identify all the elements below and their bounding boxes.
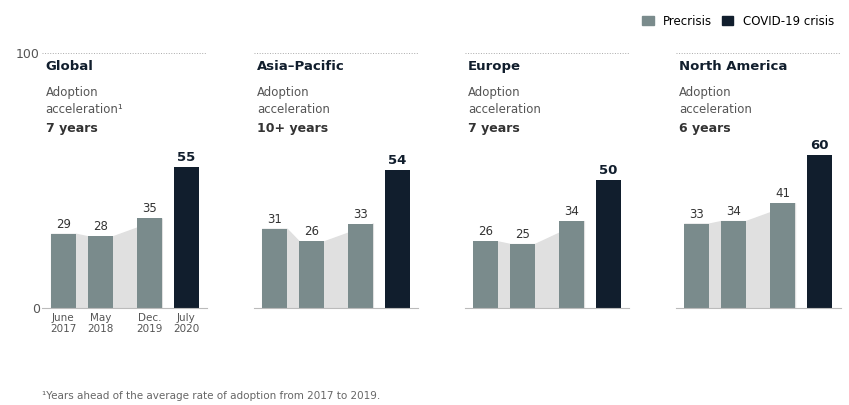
Bar bbox=[51, 234, 76, 308]
Text: Europe: Europe bbox=[468, 60, 521, 73]
Text: North America: North America bbox=[679, 60, 787, 73]
Text: 7 years: 7 years bbox=[46, 122, 98, 134]
Bar bbox=[299, 241, 323, 308]
Text: 7 years: 7 years bbox=[468, 122, 520, 134]
Text: 25: 25 bbox=[515, 228, 530, 241]
Text: 34: 34 bbox=[726, 205, 741, 218]
Text: 28: 28 bbox=[93, 220, 108, 233]
Text: 33: 33 bbox=[353, 207, 368, 221]
Bar bbox=[385, 170, 410, 308]
Text: 26: 26 bbox=[478, 226, 493, 239]
Text: 55: 55 bbox=[177, 151, 195, 164]
Text: Asia–Pacific: Asia–Pacific bbox=[256, 60, 345, 73]
Bar bbox=[559, 221, 584, 308]
Text: 6 years: 6 years bbox=[679, 122, 730, 134]
Bar bbox=[721, 221, 745, 308]
Text: 54: 54 bbox=[388, 154, 407, 167]
Bar bbox=[510, 244, 535, 308]
Text: Adoption
acceleration: Adoption acceleration bbox=[256, 86, 329, 116]
Text: 10+ years: 10+ years bbox=[256, 122, 328, 134]
Bar bbox=[807, 155, 832, 308]
Text: Adoption
acceleration: Adoption acceleration bbox=[679, 86, 752, 116]
Text: 60: 60 bbox=[810, 139, 829, 151]
Text: 50: 50 bbox=[599, 164, 618, 177]
Bar bbox=[473, 241, 498, 308]
Text: 41: 41 bbox=[775, 187, 790, 200]
Bar bbox=[88, 237, 113, 308]
Text: 29: 29 bbox=[56, 218, 70, 231]
Text: 35: 35 bbox=[142, 202, 157, 215]
Legend: Precrisis, COVID-19 crisis: Precrisis, COVID-19 crisis bbox=[637, 10, 839, 32]
Text: Adoption
acceleration: Adoption acceleration bbox=[468, 86, 541, 116]
Text: 34: 34 bbox=[565, 205, 579, 218]
Bar bbox=[262, 229, 287, 308]
Text: Adoption
acceleration¹: Adoption acceleration¹ bbox=[46, 86, 123, 116]
Bar bbox=[174, 168, 199, 308]
Text: Global: Global bbox=[46, 60, 93, 73]
Text: ¹Years ahead of the average rate of adoption from 2017 to 2019.: ¹Years ahead of the average rate of adop… bbox=[42, 391, 380, 401]
Bar bbox=[138, 219, 162, 308]
Bar bbox=[596, 180, 621, 308]
Text: 33: 33 bbox=[689, 207, 704, 221]
Bar bbox=[770, 203, 795, 308]
Text: 26: 26 bbox=[304, 226, 319, 239]
Bar bbox=[348, 224, 373, 308]
Bar bbox=[684, 224, 709, 308]
Text: 31: 31 bbox=[267, 213, 282, 226]
